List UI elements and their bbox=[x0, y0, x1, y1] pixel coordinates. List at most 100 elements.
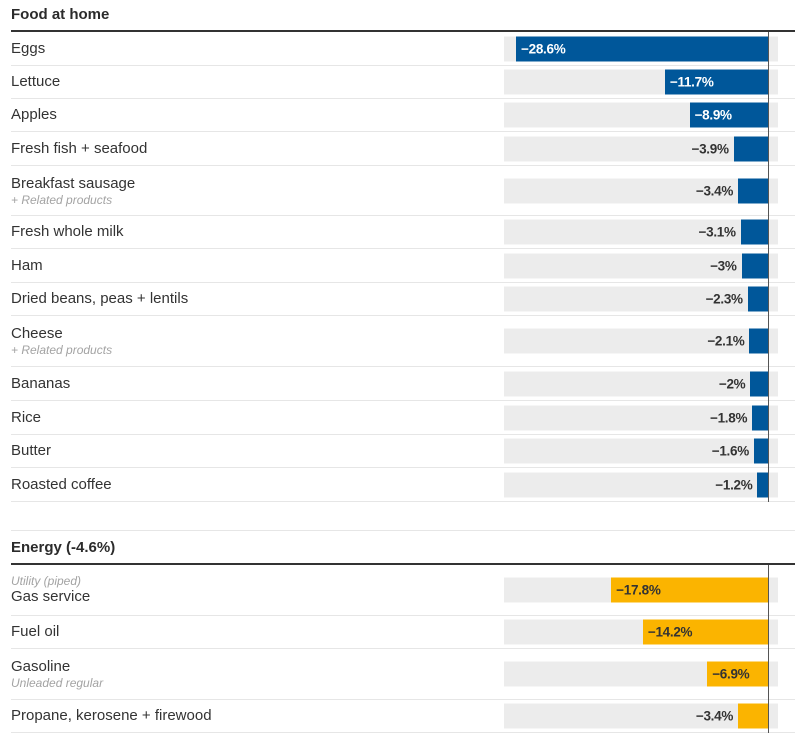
category-label: Gasoline bbox=[11, 658, 71, 675]
bar bbox=[740, 219, 768, 245]
bar bbox=[738, 703, 768, 729]
bar bbox=[664, 69, 768, 95]
label-group: Fresh fish + seafood bbox=[11, 132, 147, 165]
bar-track: −6.9% bbox=[504, 661, 778, 687]
bar-row: Propane, kerosene + firewood −3.4% bbox=[11, 700, 795, 733]
label-group: Lettuce bbox=[11, 66, 60, 98]
bar-track: −3.1% bbox=[504, 219, 778, 245]
category-label: Fresh whole milk bbox=[11, 223, 124, 240]
category-label: Propane, kerosene + firewood bbox=[11, 707, 212, 724]
bar-track: −3% bbox=[504, 253, 778, 278]
label-group: Ham bbox=[11, 249, 43, 282]
bar-track: −2.3% bbox=[504, 286, 778, 312]
value-label: −3.4% bbox=[695, 708, 734, 724]
section-divider bbox=[11, 530, 795, 531]
label-group: Fresh whole milk bbox=[11, 216, 124, 248]
value-label: −6.9% bbox=[712, 666, 750, 682]
category-label: Eggs bbox=[11, 39, 46, 57]
bar-track: −3.4% bbox=[504, 178, 778, 203]
label-group: Fuel oil bbox=[11, 616, 59, 648]
bar bbox=[738, 178, 768, 203]
label-group: Dried beans, peas + lentils bbox=[11, 283, 188, 315]
energy-section: Energy (-4.6%) Utility (piped) Gas servic… bbox=[11, 533, 795, 733]
bar-row: Dried beans, peas + lentils −2.3% bbox=[11, 283, 795, 316]
bar-row: Cheese + Related products −2.1% bbox=[11, 316, 795, 367]
category-label: Lettuce bbox=[11, 73, 61, 90]
bar-track: −1.8% bbox=[504, 405, 778, 430]
label-group: Butter bbox=[11, 435, 51, 467]
bar-row: Eggs −28.6% bbox=[11, 32, 795, 66]
bar-track: −3.4% bbox=[504, 703, 778, 729]
value-label: −1.2% bbox=[715, 477, 753, 492]
bar-row: Breakfast sausage + Related products −3.4% bbox=[11, 166, 795, 216]
label-group: Propane, kerosene + firewood bbox=[11, 700, 212, 732]
label-group: Breakfast sausage + Related products bbox=[11, 166, 135, 215]
bar-row: Butter −1.6% bbox=[11, 435, 795, 468]
value-label: −2.3% bbox=[705, 291, 743, 307]
category-label: Butter bbox=[11, 442, 52, 459]
bar-track: −2% bbox=[504, 371, 778, 396]
category-sublabel: Unleaded regular bbox=[11, 676, 104, 690]
category-label: Gas service bbox=[11, 588, 91, 605]
bar bbox=[753, 438, 768, 464]
label-group: Eggs bbox=[11, 32, 45, 65]
category-label: Fresh fish + seafood bbox=[11, 139, 148, 157]
category-label: Apples bbox=[11, 106, 57, 123]
bar bbox=[741, 253, 768, 278]
bar bbox=[747, 286, 768, 312]
section-title: Energy (-4.6%) bbox=[11, 533, 795, 565]
value-label: −2% bbox=[718, 376, 746, 391]
bar-track: −1.2% bbox=[504, 472, 778, 497]
bar-track: −8.9% bbox=[504, 102, 778, 128]
bar-track: −11.7% bbox=[504, 69, 778, 95]
label-group: Cheese + Related products bbox=[11, 316, 112, 366]
food-at-home-section: Food at home Eggs −28.6% Lettuce −11.7% Appl… bbox=[11, 0, 795, 502]
category-label: Ham bbox=[11, 256, 43, 274]
value-label: −28.6% bbox=[521, 41, 566, 56]
bar bbox=[749, 328, 768, 354]
category-sublabel: + Related products bbox=[11, 192, 113, 207]
section-title: Food at home bbox=[11, 0, 795, 32]
bar bbox=[611, 577, 768, 603]
bar-row: Lettuce −11.7% bbox=[11, 66, 795, 99]
label-group: Gasoline Unleaded regular bbox=[11, 649, 103, 699]
bar bbox=[642, 619, 768, 645]
category-label: Fuel oil bbox=[11, 623, 60, 640]
value-label: −3.9% bbox=[691, 141, 729, 156]
bar-track: −17.8% bbox=[504, 577, 778, 603]
zero-axis-line bbox=[768, 32, 769, 502]
value-label: −1.6% bbox=[711, 443, 749, 459]
value-label: −3.4% bbox=[695, 183, 734, 198]
bar-row: Rice −1.8% bbox=[11, 401, 795, 435]
value-label: −11.7% bbox=[669, 74, 714, 90]
value-label: −3.1% bbox=[698, 224, 736, 240]
bar bbox=[757, 472, 768, 497]
category-label: Rice bbox=[11, 408, 42, 426]
value-label: −1.8% bbox=[710, 410, 748, 425]
bar-row: Fresh fish + seafood −3.9% bbox=[11, 132, 795, 166]
bar-row: Fresh whole milk −3.1% bbox=[11, 216, 795, 249]
bar-row: Ham −3% bbox=[11, 249, 795, 283]
category-label: Breakfast sausage bbox=[11, 174, 136, 192]
bar-row: Utility (piped) Gas service −17.8% bbox=[11, 565, 795, 616]
zero-axis-line bbox=[768, 565, 769, 733]
bar-track: −3.9% bbox=[504, 136, 778, 161]
label-group: Rice bbox=[11, 401, 41, 434]
bar-track: −28.6% bbox=[504, 36, 778, 61]
bar bbox=[689, 102, 768, 128]
value-label: −8.9% bbox=[694, 107, 732, 123]
value-label: −14.2% bbox=[647, 624, 693, 640]
bar-track: −2.1% bbox=[504, 328, 778, 354]
value-label: −17.8% bbox=[616, 582, 661, 598]
label-group: Bananas bbox=[11, 367, 70, 400]
category-sublabel: Utility (piped) bbox=[11, 574, 82, 588]
bar bbox=[750, 371, 768, 396]
category-label: Roasted coffee bbox=[11, 475, 112, 493]
bar bbox=[752, 405, 768, 430]
bar bbox=[707, 661, 768, 687]
bar-row: Roasted coffee −1.2% bbox=[11, 468, 795, 502]
category-label: Bananas bbox=[11, 374, 71, 392]
bar bbox=[733, 136, 768, 161]
bar-rows: Utility (piped) Gas service −17.8% Fuel oil… bbox=[11, 565, 795, 733]
label-group: Roasted coffee bbox=[11, 468, 112, 501]
